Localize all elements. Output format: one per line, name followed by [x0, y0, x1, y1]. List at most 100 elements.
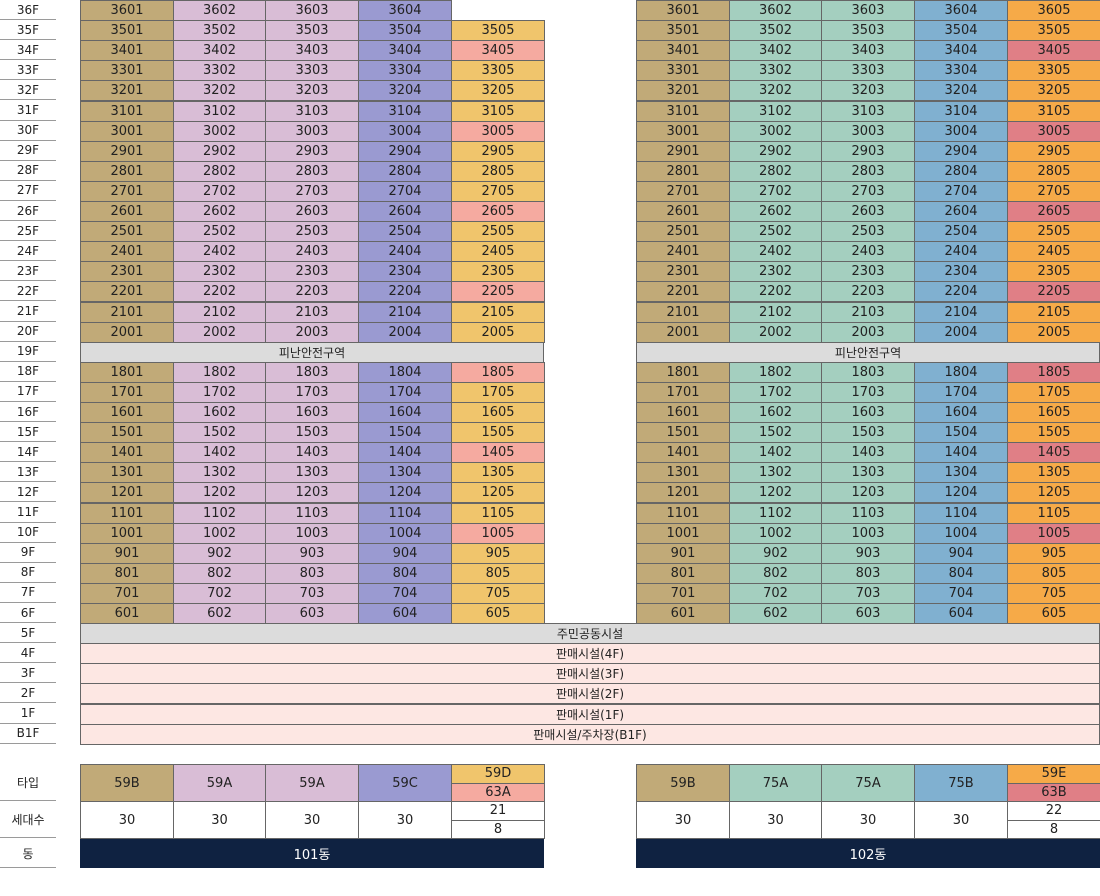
unit-cell: 602 — [729, 603, 822, 625]
unit-cell: 3502 — [729, 20, 822, 42]
unit-cell: 2604 — [914, 201, 1008, 223]
unit-cell: 602 — [173, 603, 266, 625]
retail-floor: 판매시설(3F) — [80, 663, 1100, 685]
unit-cell: 1602 — [729, 402, 822, 424]
unit-cell: 1002 — [173, 522, 266, 544]
floor-label: 29F — [0, 141, 56, 161]
unit-cell: 1003 — [821, 522, 915, 544]
unit-cell: 1601 — [636, 402, 730, 424]
unit-type-cell: 63A — [451, 782, 545, 802]
unit-cell: 702 — [729, 582, 822, 604]
unit-cell: 3403 — [821, 40, 915, 62]
unit-cell: 2801 — [636, 160, 730, 182]
household-count-cell: 22 — [1007, 801, 1100, 821]
unit-cell: 3603 — [821, 0, 915, 22]
floor-label: 35F — [0, 20, 56, 41]
floor-label: 14F — [0, 442, 56, 463]
unit-cell: 1402 — [729, 442, 822, 464]
unit-cell: 802 — [729, 562, 822, 584]
unit-cell: 805 — [451, 562, 545, 584]
unit-cell: 3201 — [80, 80, 174, 102]
unit-cell: 1105 — [451, 502, 545, 524]
community-facility: 주민공동시설 — [80, 623, 1100, 645]
unit-type-cell: 59A — [173, 764, 266, 802]
unit-cell: 3101 — [80, 100, 174, 122]
unit-cell: 2304 — [914, 261, 1008, 283]
unit-cell: 2201 — [80, 281, 174, 303]
building-label-101: 101동 — [80, 839, 544, 868]
unit-cell: 3601 — [80, 0, 174, 22]
unit-cell: 1404 — [914, 442, 1008, 464]
unit-type-cell: 59C — [358, 764, 452, 802]
unit-cell: 1601 — [80, 402, 174, 424]
unit-cell: 2202 — [729, 281, 822, 303]
unit-cell: 2504 — [914, 221, 1008, 243]
floor-label: 27F — [0, 181, 56, 201]
unit-cell: 2702 — [729, 180, 822, 202]
unit-cell: 3103 — [265, 100, 359, 122]
unit-cell: 2703 — [265, 180, 359, 202]
unit-cell: 1503 — [265, 422, 359, 444]
unit-cell: 1303 — [265, 462, 359, 484]
unit-cell: 2401 — [80, 241, 174, 263]
unit-cell: 1002 — [729, 522, 822, 544]
unit-cell: 3302 — [729, 60, 822, 82]
unit-cell: 3402 — [173, 40, 266, 62]
unit-cell: 2501 — [636, 221, 730, 243]
unit-cell: 2703 — [821, 180, 915, 202]
unit-cell: 3204 — [914, 80, 1008, 102]
unit-cell: 3301 — [80, 60, 174, 82]
unit-cell: 3003 — [265, 120, 359, 142]
unit-cell: 2002 — [173, 321, 266, 343]
unit-cell: 801 — [80, 562, 174, 584]
unit-cell: 3504 — [358, 20, 452, 42]
floor-label: 13F — [0, 462, 56, 483]
unit-cell: 3005 — [1007, 120, 1100, 142]
unit-cell: 2001 — [80, 321, 174, 343]
unit-cell: 1102 — [173, 502, 266, 524]
floor-label: 19F — [0, 342, 56, 362]
type-row-label: 타입 — [0, 764, 56, 801]
unit-cell: 2905 — [451, 140, 545, 162]
unit-cell: 1403 — [821, 442, 915, 464]
household-count-cell: 30 — [729, 801, 822, 839]
unit-cell: 2104 — [358, 301, 452, 323]
unit-cell: 802 — [173, 562, 266, 584]
unit-cell: 3501 — [80, 20, 174, 42]
unit-cell: 3403 — [265, 40, 359, 62]
floor-label: 21F — [0, 302, 56, 322]
unit-cell: 1202 — [173, 482, 266, 504]
unit-cell: 803 — [821, 562, 915, 584]
unit-cell: 3303 — [265, 60, 359, 82]
floor-label: 20F — [0, 322, 56, 342]
unit-cell: 701 — [80, 582, 174, 604]
unit-cell: 2802 — [173, 160, 266, 182]
unit-cell: 2604 — [358, 201, 452, 223]
unit-type-cell: 75A — [729, 764, 822, 802]
unit-cell: 605 — [1007, 603, 1100, 625]
unit-cell: 1302 — [173, 462, 266, 484]
unit-cell: 805 — [1007, 562, 1100, 584]
unit-cell: 1502 — [729, 422, 822, 444]
floor-label: 34F — [0, 40, 56, 61]
unit-cell: 2203 — [821, 281, 915, 303]
unit-cell: 1203 — [265, 482, 359, 504]
unit-cell: 903 — [821, 542, 915, 564]
unit-cell: 2603 — [821, 201, 915, 223]
unit-cell: 3202 — [729, 80, 822, 102]
floor-label: 36F — [0, 0, 56, 21]
floor-label: 10F — [0, 523, 56, 543]
unit-cell: 704 — [914, 582, 1008, 604]
unit-cell: 1401 — [636, 442, 730, 464]
unit-cell: 2904 — [914, 140, 1008, 162]
unit-cell: 1103 — [265, 502, 359, 524]
unit-cell: 1404 — [358, 442, 452, 464]
household-count-cell: 21 — [451, 801, 545, 821]
unit-cell: 1505 — [451, 422, 545, 444]
unit-cell: 1305 — [451, 462, 545, 484]
refuge-zone: 피난안전구역 — [80, 341, 544, 363]
unit-cell: 1704 — [358, 381, 452, 403]
unit-type-cell: 75A — [821, 764, 915, 802]
unit-cell: 1802 — [173, 361, 266, 383]
unit-cell: 3002 — [173, 120, 266, 142]
